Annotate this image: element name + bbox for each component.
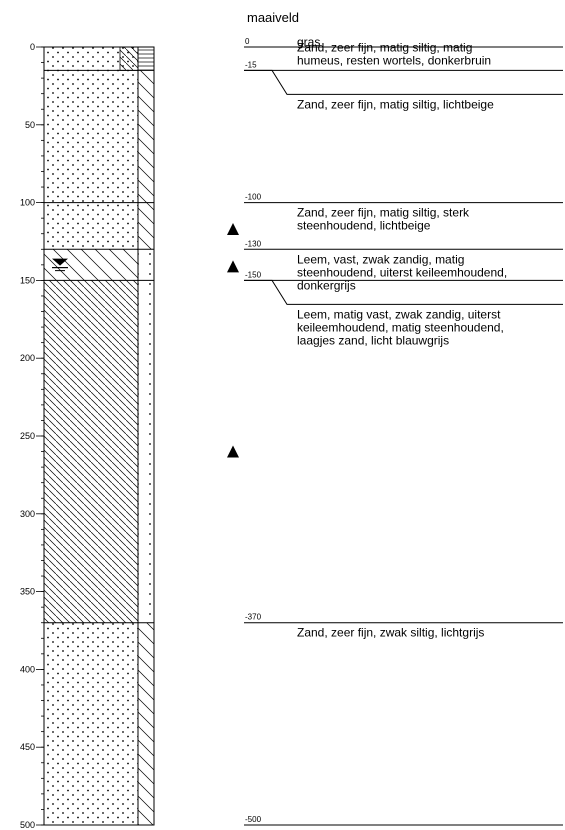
sample-marker-icon: [227, 445, 239, 458]
tick-label: 250: [20, 431, 35, 441]
layer-description: Zand, zeer fijn, matig siltig, matig hume…: [297, 40, 491, 67]
layer-description: Leem, matig vast, zwak zandig, uiterst ke…: [297, 307, 504, 347]
log-title: maaiveld: [247, 10, 299, 25]
tick-label: 200: [20, 353, 35, 363]
layer-main: [44, 202, 138, 250]
sample-marker-icon: [227, 223, 239, 236]
depth-label: -500: [245, 815, 262, 824]
layer-side: [138, 202, 154, 250]
depth-label: -15: [245, 60, 257, 69]
description-line: laagjes zand, licht blauwgrijs: [297, 333, 449, 347]
description-line: Zand, zeer fijn, zwak siltig, lichtgrijs: [297, 626, 484, 640]
tick-label: 500: [20, 820, 35, 830]
layer-main: [44, 280, 138, 623]
description-line: Leem, matig vast, zwak zandig, uiterst: [297, 307, 501, 321]
groundwater-triangle: [52, 258, 68, 266]
layer-side: [138, 47, 154, 71]
layer-description: Zand, zeer fijn, matig siltig, lichtbeig…: [297, 97, 494, 111]
depth-label: 0: [245, 37, 250, 46]
description-line: steenhoudend, uiterst keileemhoudend,: [297, 265, 507, 279]
depth-axis: 0 50 100 150 200 250 300 350 400 450 500: [20, 42, 45, 830]
groundwater-icon: [52, 258, 68, 272]
layer-inset: [119, 46, 139, 71]
tick-label: 450: [20, 742, 35, 752]
description-line: steenhoudend, lichtbeige: [297, 219, 431, 233]
sample-marker-icon: [227, 260, 239, 273]
description-line: Zand, zeer fijn, matig siltig, sterk: [297, 206, 470, 220]
tick-label: 100: [20, 198, 35, 208]
description-line: Zand, zeer fijn, matig siltig, matig: [297, 40, 472, 54]
layer-description: Zand, zeer fijn, zwak siltig, lichtgrijs: [297, 626, 484, 640]
layer-main: [44, 47, 138, 71]
description-line: gras: [297, 35, 320, 49]
layer-main: [44, 70, 138, 203]
layer-side: [138, 622, 154, 825]
depth-label: -100: [245, 193, 262, 202]
description-line: donkergrijs: [297, 278, 356, 292]
tick-label: 150: [20, 275, 35, 285]
description-line: keileemhoudend, matig steenhoudend,: [297, 320, 504, 334]
tick-label: 400: [20, 664, 35, 674]
layer-side: [138, 70, 154, 203]
layer-main: [44, 249, 138, 281]
tick-label: 350: [20, 587, 35, 597]
depth-label: -370: [245, 613, 262, 622]
description-line: Leem, vast, zwak zandig, matig: [297, 252, 464, 266]
layer-boundaries: 0 -15 -100 -130 -150 -370 -500: [244, 37, 563, 826]
description-line: humeus, resten wortels, donkerbruin: [297, 53, 491, 67]
sample-markers: [227, 223, 239, 458]
leader-line: [244, 69, 563, 95]
description-line: Zand, zeer fijn, matig siltig, lichtbeig…: [297, 97, 494, 111]
tick-label: 0: [30, 42, 35, 52]
layer-main: [44, 622, 138, 825]
column-outline: [43, 46, 155, 826]
layer-description: Leem, vast, zwak zandig, matig steenhoude…: [297, 252, 507, 292]
tick-label: 300: [20, 509, 35, 519]
tick-label: 50: [25, 120, 35, 130]
depth-label: -130: [245, 239, 262, 248]
depth-label: -150: [245, 270, 262, 279]
layer-side: [138, 280, 154, 623]
layer-side: [138, 249, 154, 281]
leader-line: [244, 279, 563, 305]
layer-description: gras: [297, 35, 320, 49]
layer-description: Zand, zeer fijn, matig siltig, sterk stee…: [297, 206, 470, 233]
lithology-column: [43, 46, 155, 826]
